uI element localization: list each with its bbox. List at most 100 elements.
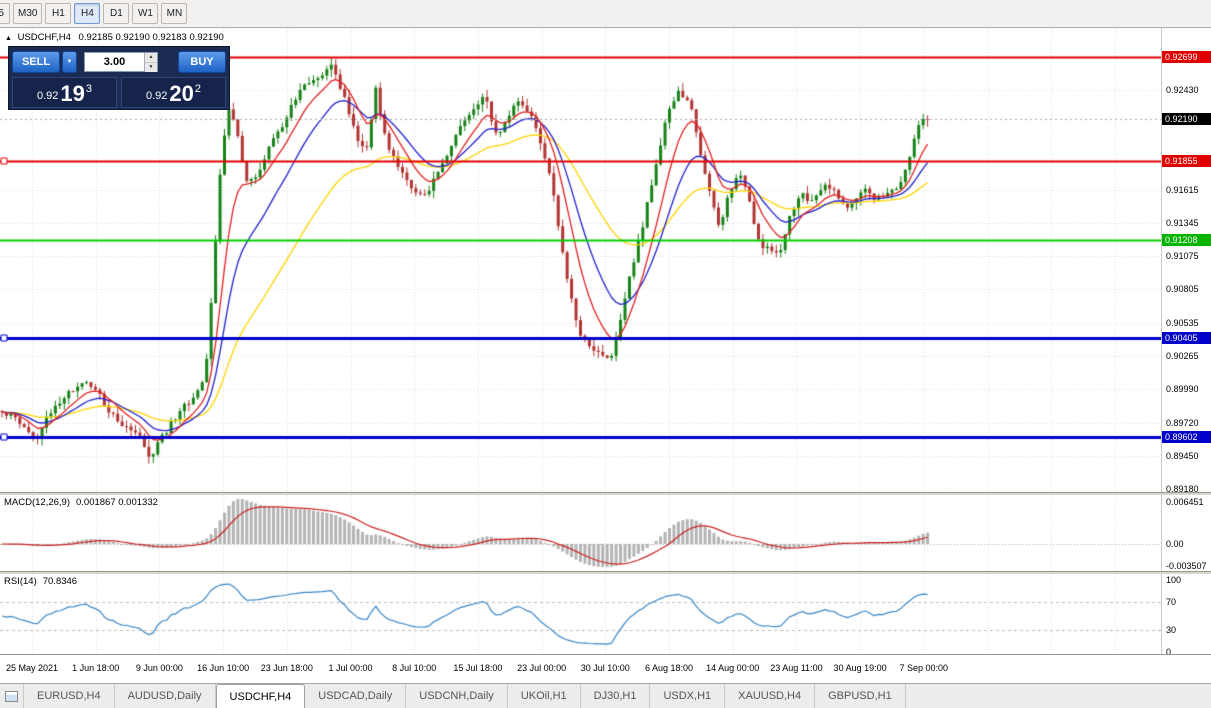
- timeframe-button-m30[interactable]: M30: [13, 3, 43, 24]
- chart-tab-xauusd-h4[interactable]: XAUUSD,H4: [725, 684, 816, 708]
- price-line-label: 0.89602: [1162, 431, 1211, 443]
- time-axis-label: 25 May 2021: [5, 663, 59, 673]
- price-axis-tick: 0.91345: [1166, 218, 1199, 229]
- chart-tab-dj30-h1[interactable]: DJ30,H1: [581, 684, 651, 708]
- price-axis[interactable]: 0.92699 0.92430 0.92190 0.91855 0.91615 0.913…: [1161, 28, 1211, 494]
- rsi-panel-splitter[interactable]: [0, 571, 1211, 574]
- chart-symbol-label: USDCHF,H4: [17, 32, 71, 43]
- macd-label: MACD(12,26,9) 0.001867 0.001332: [4, 497, 164, 508]
- charts-bar-icon: [0, 684, 24, 708]
- time-axis-label: 30 Aug 19:00: [833, 663, 887, 673]
- macd-name: MACD(12,26,9): [4, 497, 70, 508]
- sell-price-point: 3: [85, 83, 93, 95]
- time-axis-label: 1 Jun 18:00: [72, 663, 120, 673]
- trade-controls-row: SELL ▼ ▲ ▼ BUY: [12, 50, 226, 74]
- macd-axis-label: 0.006451: [1166, 497, 1204, 507]
- macd-canvas[interactable]: [0, 495, 1161, 571]
- volume-input[interactable]: [85, 53, 144, 71]
- rsi-axis[interactable]: 100 70 30 0: [1161, 574, 1211, 657]
- price-line-label: 0.92699: [1162, 51, 1211, 63]
- price-axis-tick: 0.91075: [1166, 251, 1199, 262]
- price-line-label: 0.91855: [1162, 154, 1211, 167]
- macd-axis-label: 0.00: [1166, 539, 1184, 549]
- price-line-label: 0.91208: [1162, 233, 1211, 246]
- buy-price-big-figure: 0.92: [145, 90, 168, 102]
- rsi-axis-label: 100: [1166, 575, 1182, 585]
- chart-title: ▲ USDCHF,H4 0.92185 0.92190 0.92183 0.92…: [5, 32, 229, 43]
- time-axis-label: 23 Jun 18:00: [260, 663, 313, 673]
- price-axis-tick: 0.89720: [1166, 417, 1199, 428]
- timeframe-button-m5[interactable]: M5: [0, 3, 10, 24]
- timeframe-button-d1[interactable]: D1: [103, 3, 130, 24]
- rsi-value: 70.8346: [42, 576, 78, 587]
- time-axis-label: 23 Aug 11:00: [770, 663, 823, 673]
- price-axis-tick: 0.90805: [1166, 284, 1199, 295]
- macd-indicator-panel: MACD(12,26,9) 0.001867 0.001332 0.006451 0…: [0, 495, 1211, 571]
- price-axis-tick: 0.89990: [1166, 384, 1199, 395]
- rsi-axis-label: 30: [1166, 625, 1177, 636]
- collapse-icon[interactable]: ▲: [5, 35, 12, 42]
- timeframe-toolbar: M5M30H1H4D1W1MN: [0, 0, 1211, 28]
- chart-tab-usdx-h1[interactable]: USDX,H1: [650, 684, 726, 708]
- time-axis-label: 14 Aug 00:00: [706, 663, 760, 673]
- volume-spinner: ▲ ▼: [144, 53, 157, 72]
- timeframe-button-h1[interactable]: H1: [45, 3, 72, 24]
- buy-price-point: 2: [194, 83, 202, 95]
- sell-price-big-figure: 0.92: [36, 90, 59, 102]
- timeframe-button-w1[interactable]: W1: [132, 3, 159, 24]
- time-axis-label: 7 Sep 00:00: [899, 663, 949, 673]
- volume-increase-button[interactable]: ▲: [145, 53, 157, 63]
- rsi-name: RSI(14): [4, 576, 37, 587]
- chart-ohlc-values: 0.92185 0.92190 0.92183 0.92190: [78, 32, 224, 43]
- macd-axis-label: -0.003507: [1166, 561, 1207, 571]
- time-axis[interactable]: 25 May 2021 1 Jun 18:00 9 Jun 00:00 16 Jun …: [0, 654, 1211, 683]
- macd-panel-splitter[interactable]: [0, 492, 1211, 495]
- price-axis-tick: 0.90535: [1166, 317, 1199, 328]
- time-axis-label: 15 Jul 18:00: [453, 663, 503, 673]
- time-axis-label: 16 Jun 10:00: [197, 663, 250, 673]
- price-axis-tick: 0.90265: [1166, 350, 1199, 361]
- current-price-label: 0.92190: [1162, 113, 1211, 126]
- time-axis-label: 23 Jul 00:00: [517, 663, 567, 673]
- buy-price-pips: 20: [169, 81, 194, 106]
- time-axis-label: 9 Jun 00:00: [135, 663, 183, 673]
- chart-tab-audusd-daily[interactable]: AUDUSD,Daily: [115, 684, 216, 708]
- rsi-indicator-panel: RSI(14) 70.8346 100 70 30 0: [0, 574, 1211, 657]
- volume-input-group: ▲ ▼: [84, 52, 158, 72]
- macd-axis[interactable]: 0.006451 0.00 -0.003507: [1161, 495, 1211, 571]
- rsi-canvas[interactable]: [0, 574, 1161, 654]
- main-chart-panel: ▲ USDCHF,H4 0.92185 0.92190 0.92183 0.92…: [0, 28, 1211, 494]
- chart-tabs-bar: EURUSD,H4 AUDUSD,Daily USDCHF,H4 USDCAD,Dai…: [0, 683, 1211, 708]
- price-axis-tick: 0.91615: [1166, 185, 1199, 195]
- time-axis-label: 8 Jul 10:00: [392, 663, 437, 673]
- price-axis-tick: 0.89180: [1166, 483, 1199, 494]
- time-axis-label: 1 Jul 00:00: [328, 663, 373, 673]
- sell-price[interactable]: 0.92 19 3: [12, 77, 117, 108]
- time-axis-label: 30 Jul 10:00: [580, 663, 630, 673]
- rsi-axis-label: 0: [1166, 647, 1172, 657]
- volume-decrease-button[interactable]: ▼: [145, 63, 157, 72]
- chart-tab-ukoil-h1[interactable]: UKOil,H1: [508, 684, 581, 708]
- chart-tab-usdcnh-daily[interactable]: USDCNH,Daily: [406, 684, 508, 708]
- buy-price[interactable]: 0.92 20 2: [121, 77, 226, 108]
- timeframe-button-mn[interactable]: MN: [161, 3, 188, 24]
- chart-tab-gbpusd-h1[interactable]: GBPUSD,H1: [815, 684, 906, 708]
- chart-tab-usdchf-h4[interactable]: USDCHF,H4: [215, 684, 306, 708]
- trade-prices-row: 0.92 19 3 0.92 20 2: [12, 77, 226, 108]
- sell-price-pips: 19: [60, 81, 85, 106]
- chart-tab-usdcad-daily[interactable]: USDCAD,Daily: [305, 684, 407, 708]
- buy-button[interactable]: BUY: [178, 51, 226, 73]
- time-axis-label: 6 Aug 18:00: [644, 663, 694, 673]
- rsi-label: RSI(14) 70.8346: [4, 576, 83, 587]
- macd-values: 0.001867 0.001332: [76, 497, 158, 508]
- order-type-dropdown[interactable]: ▼: [62, 51, 77, 73]
- timeframe-button-h4[interactable]: H4: [74, 3, 101, 24]
- chart-tab-eurusd-h4[interactable]: EURUSD,H4: [24, 684, 115, 708]
- price-line-label: 0.90405: [1162, 332, 1211, 345]
- sell-button[interactable]: SELL: [12, 51, 60, 73]
- price-axis-tick: 0.92430: [1166, 85, 1199, 95]
- rsi-axis-label: 70: [1166, 596, 1177, 607]
- price-axis-tick: 0.89450: [1166, 450, 1199, 461]
